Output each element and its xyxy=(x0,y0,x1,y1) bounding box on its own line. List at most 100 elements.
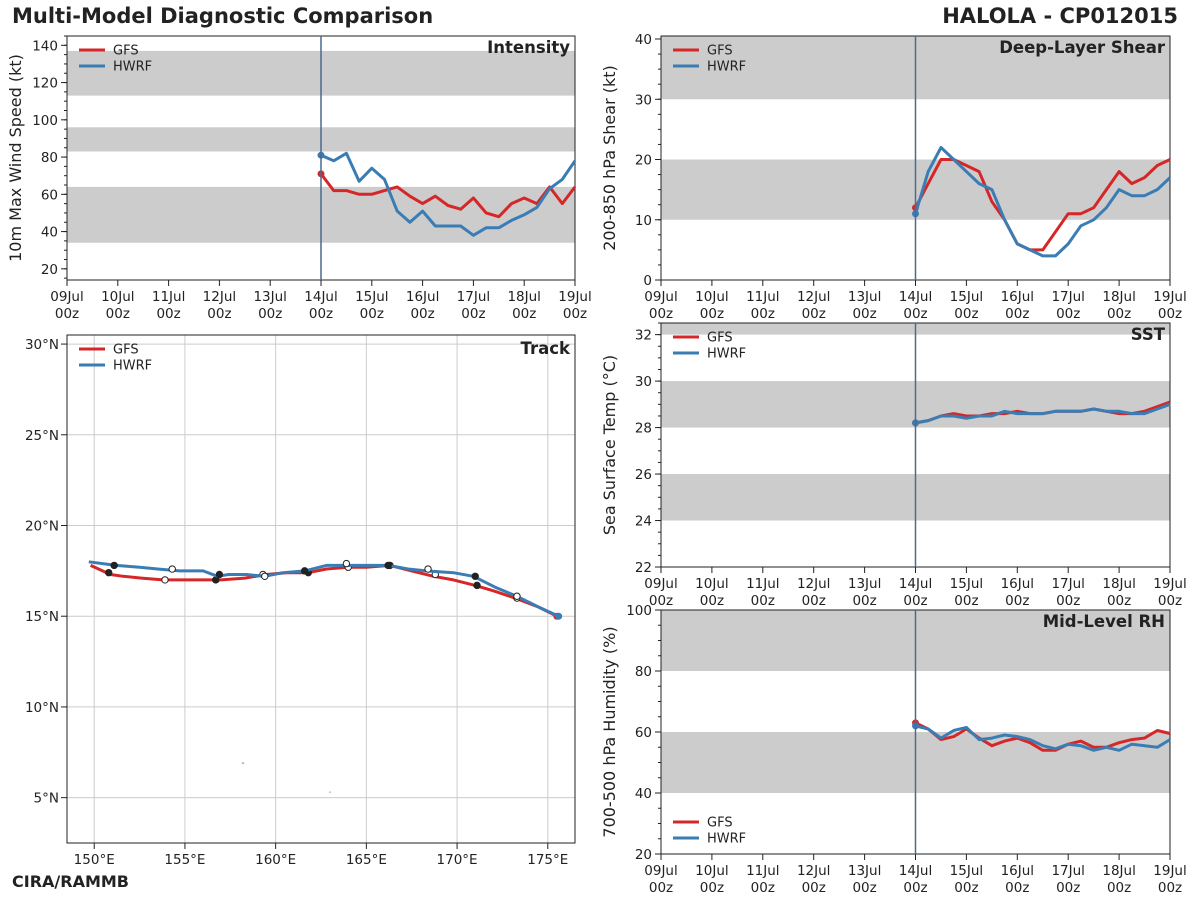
x-tick-label: 00z xyxy=(954,306,978,322)
y-tick-label: 5°N xyxy=(34,791,59,807)
track-time-marker xyxy=(471,572,479,580)
y-tick-label: 32 xyxy=(635,328,652,344)
x-tick-label: 00z xyxy=(700,306,724,322)
x-tick-label: 00z xyxy=(1107,593,1131,609)
legend-label-gfs: GFS xyxy=(707,816,733,831)
x-tick-label: 00z xyxy=(461,306,485,322)
y-tick-label: 100 xyxy=(626,603,652,619)
x-tick-label: 00z xyxy=(55,306,79,322)
x-tick-label: 14Jul xyxy=(304,289,337,305)
x-tick-label: 00z xyxy=(1107,306,1131,322)
x-tick-label: 19Jul xyxy=(558,289,591,305)
y-tick-label: 120 xyxy=(32,76,58,92)
x-tick-label: 10Jul xyxy=(695,863,728,879)
y-tick-label: 60 xyxy=(635,725,652,741)
x-tick-label: 00z xyxy=(1056,593,1080,609)
x-tick-label: 13Jul xyxy=(253,289,286,305)
x-tick-label: 00z xyxy=(802,306,826,322)
x-tick-label: 10Jul xyxy=(695,289,728,305)
x-tick-label: 10Jul xyxy=(695,576,728,592)
y-tick-label: 20 xyxy=(635,847,652,863)
x-tick-label: 18Jul xyxy=(1102,863,1135,879)
x-tick-label: 170°E xyxy=(437,852,478,868)
x-tick-label: 00z xyxy=(1005,593,1029,609)
x-tick-label: 19Jul xyxy=(1153,863,1186,879)
y-tick-label: 20 xyxy=(635,153,652,169)
y-tick-label: 0 xyxy=(643,273,652,289)
x-tick-label: 00z xyxy=(1107,880,1131,896)
x-tick-label: 00z xyxy=(1005,306,1029,322)
y-tick-label: 30 xyxy=(635,92,652,108)
y-tick-label: 25°N xyxy=(25,428,59,444)
x-tick-label: 00z xyxy=(1158,880,1182,896)
x-tick-label: 00z xyxy=(649,880,673,896)
panel-track: 150°E 155°E 160°E 165°E 170°E 175°E 5°N 10°N 15°… xyxy=(25,334,576,868)
x-tick-label: 14Jul xyxy=(899,576,932,592)
series-line-gfs xyxy=(914,721,1171,752)
y-tick-label: 80 xyxy=(635,664,652,680)
x-tick-label: 11Jul xyxy=(746,576,779,592)
y-tick-label: 28 xyxy=(635,421,652,437)
x-tick-label: 00z xyxy=(649,306,673,322)
x-tick-label: 17Jul xyxy=(1051,576,1084,592)
y-tick-label: 60 xyxy=(41,187,58,203)
x-tick-label: 00z xyxy=(1056,880,1080,896)
credit-label: CIRA/RAMMB xyxy=(12,872,129,891)
x-tick-label: 00z xyxy=(649,593,673,609)
plot-frame xyxy=(66,334,576,844)
track-time-marker xyxy=(300,567,309,575)
x-tick-label: 155°E xyxy=(164,852,205,868)
x-tick-label: 00z xyxy=(852,593,876,609)
y-tick-label: 26 xyxy=(635,467,652,483)
legend-label-gfs: GFS xyxy=(707,44,733,59)
x-tick-label: 18Jul xyxy=(1102,289,1135,305)
y-tick-label: 80 xyxy=(41,150,58,166)
panel-intensity: 2040608010012014009Jul00z10Jul00z11Jul00… xyxy=(6,35,592,322)
x-tick-label: 00z xyxy=(751,880,775,896)
legend-label-gfs: GFS xyxy=(707,331,733,346)
track-time-marker xyxy=(110,561,118,570)
x-tick-label: 175°E xyxy=(527,852,568,868)
x-tick-label: 00z xyxy=(156,306,180,322)
legend-label-hwrf: HWRF xyxy=(707,832,746,847)
x-tick-label: 15Jul xyxy=(950,863,983,879)
y-axis-label: 10m Max Wind Speed (kt) xyxy=(6,54,25,262)
panel-title: Mid-Level RH xyxy=(1043,612,1165,631)
series-line-gfs xyxy=(319,172,577,219)
y-axis-label: Sea Surface Temp (°C) xyxy=(600,355,619,535)
x-tick-label: 19Jul xyxy=(1153,289,1186,305)
y-tick-label: 10 xyxy=(635,213,652,229)
x-tick-label: 00z xyxy=(852,306,876,322)
x-tick-label: 09Jul xyxy=(644,289,677,305)
x-tick-label: 00z xyxy=(954,880,978,896)
y-axis-label: 200-850 hPa Shear (kt) xyxy=(600,65,619,251)
x-tick-label: 18Jul xyxy=(1102,576,1135,592)
y-tick-label: 20°N xyxy=(25,519,59,535)
track-time-marker xyxy=(424,565,432,573)
x-tick-label: 12Jul xyxy=(203,289,236,305)
island-mark xyxy=(329,791,331,794)
track-time-marker xyxy=(384,561,392,570)
legend-label-hwrf: HWRF xyxy=(707,347,746,362)
storm-id: HALOLA - CP012015 xyxy=(942,4,1178,28)
series-line-hwrf xyxy=(914,146,1172,258)
x-tick-label: 00z xyxy=(207,306,231,322)
x-tick-label: 13Jul xyxy=(848,289,881,305)
track-time-marker xyxy=(105,568,113,577)
panel-title: SST xyxy=(1131,325,1166,344)
x-tick-label: 00z xyxy=(106,306,130,322)
legend-label-gfs: GFS xyxy=(113,44,139,59)
x-tick-label: 00z xyxy=(1158,593,1182,609)
panel-title: Deep-Layer Shear xyxy=(999,38,1166,57)
x-tick-label: 00z xyxy=(802,880,826,896)
y-tick-label: 10°N xyxy=(25,700,59,716)
track-time-marker xyxy=(168,565,176,573)
y-tick-label: 15°N xyxy=(25,609,59,625)
series-line-hwrf xyxy=(915,724,1171,752)
y-axis-label: 700-500 hPa Humidity (%) xyxy=(600,626,619,837)
x-tick-label: 13Jul xyxy=(848,576,881,592)
figure-title: Multi-Model Diagnostic Comparison xyxy=(12,4,434,28)
track-time-marker xyxy=(473,581,481,590)
x-tick-label: 15Jul xyxy=(950,289,983,305)
x-tick-label: 15Jul xyxy=(355,289,388,305)
